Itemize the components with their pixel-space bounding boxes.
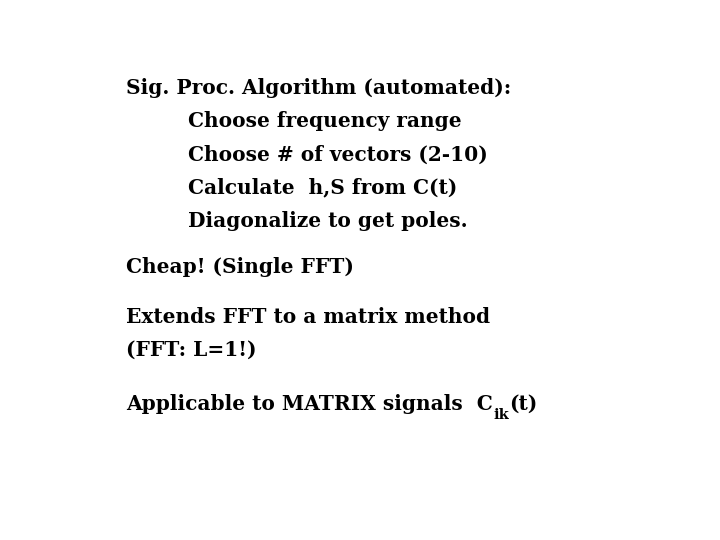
Text: Extends FFT to a matrix method: Extends FFT to a matrix method bbox=[126, 307, 490, 327]
Text: Choose # of vectors (2-10): Choose # of vectors (2-10) bbox=[188, 145, 487, 165]
Text: Sig. Proc. Algorithm (automated):: Sig. Proc. Algorithm (automated): bbox=[126, 78, 511, 98]
Text: Diagonalize to get poles.: Diagonalize to get poles. bbox=[188, 211, 467, 231]
Text: Cheap! (Single FFT): Cheap! (Single FFT) bbox=[126, 257, 354, 277]
Text: (FFT: L=1!): (FFT: L=1!) bbox=[126, 340, 257, 360]
Text: Choose frequency range: Choose frequency range bbox=[188, 111, 462, 131]
Text: (t): (t) bbox=[509, 394, 537, 414]
Text: Applicable to MATRIX signals  C: Applicable to MATRIX signals C bbox=[126, 394, 493, 414]
Text: Calculate  h,S from C(t): Calculate h,S from C(t) bbox=[188, 178, 457, 198]
Text: ik: ik bbox=[493, 408, 509, 422]
